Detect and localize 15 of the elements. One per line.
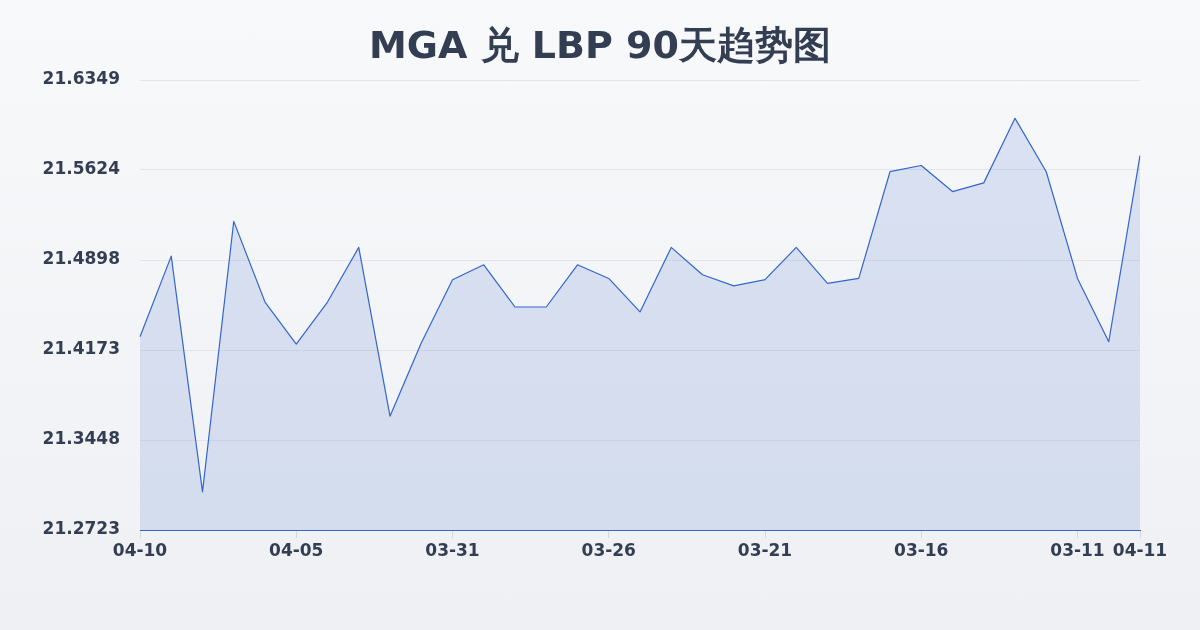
x-tick-label: 03-21 <box>737 539 793 560</box>
y-tick-label: 21.4898 <box>42 248 120 269</box>
x-tick-label: 04-05 <box>269 539 324 560</box>
x-tick-label: 04-10 <box>112 539 168 560</box>
y-tick-label: 21.3448 <box>42 428 120 449</box>
y-tick-label: 21.5624 <box>42 158 121 179</box>
x-tick-label: 03-26 <box>581 539 636 560</box>
y-tick-label: 21.4173 <box>42 338 120 359</box>
x-tick-label: 03-31 <box>425 539 480 560</box>
x-tick-label: 04-11 <box>1112 539 1168 560</box>
x-tick-label: 03-16 <box>894 539 949 560</box>
y-tick-label: 21.6349 <box>42 68 120 89</box>
y-tick-label: 21.2723 <box>42 518 120 539</box>
x-tick-label: 03-11 <box>1050 539 1105 560</box>
chart-title: MGA 兑 LBP 90天趋势图 <box>368 23 831 67</box>
